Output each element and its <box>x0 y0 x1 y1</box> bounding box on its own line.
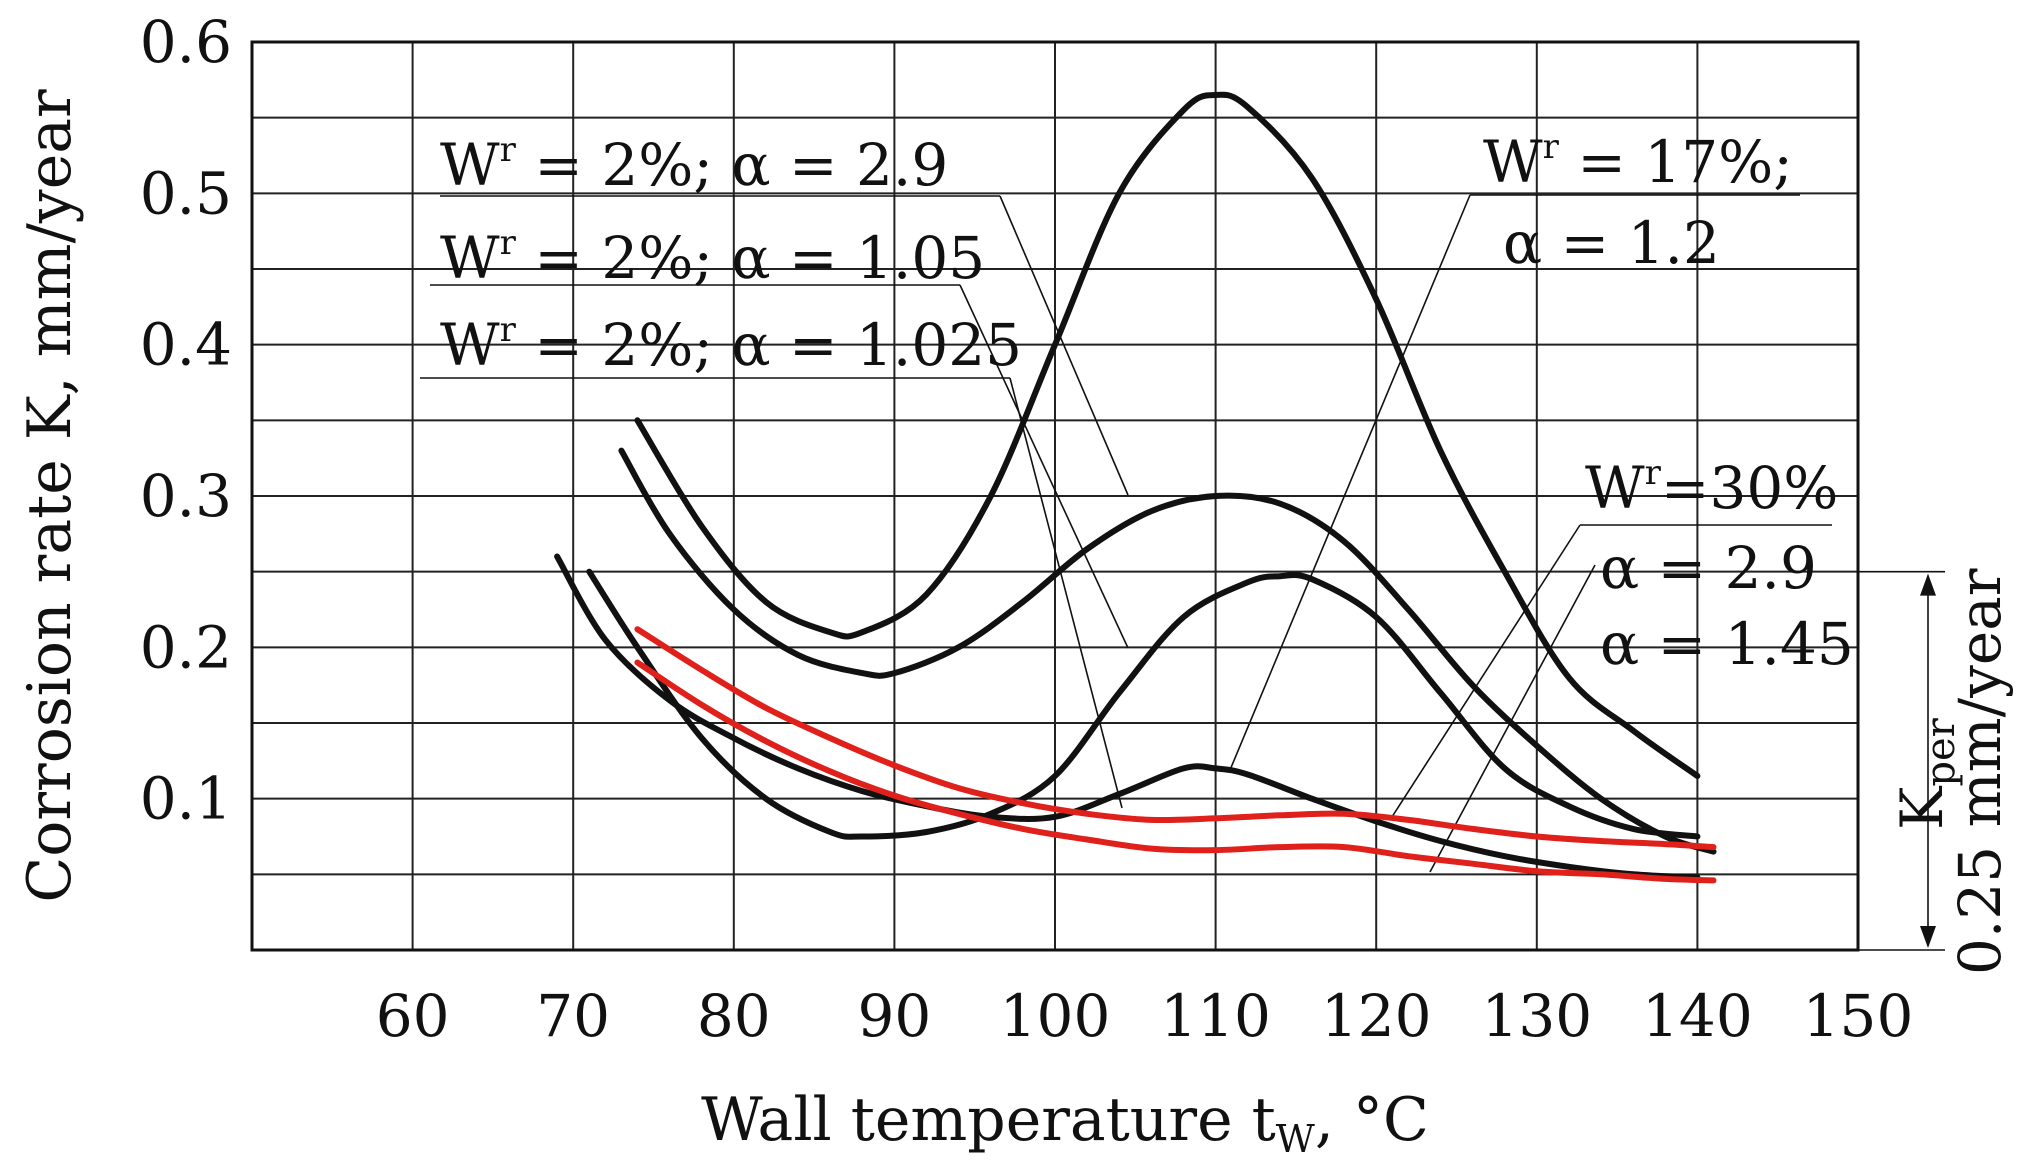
annotation-label: Wr=30% <box>1585 453 1838 522</box>
annotation-symbol: W <box>440 131 500 199</box>
annotation-superscript: r <box>500 310 517 350</box>
annotation-symbol: W <box>1483 128 1543 196</box>
annotation-leader-lines <box>420 194 1832 873</box>
kper-arrow-up <box>1920 573 1936 596</box>
x-tick-label: 100 <box>1000 982 1111 1050</box>
curve-w30-a2-9 <box>634 626 1717 851</box>
annotation-label: Wr = 2%; α = 1.05 <box>440 223 985 292</box>
annotation-leader <box>1429 564 1596 873</box>
annotation-label: α = 1.45 <box>1600 610 1854 678</box>
annotation-leader <box>1009 377 1123 809</box>
x-tick-label: 150 <box>1803 982 1914 1050</box>
annotation-text: =30% <box>1661 454 1839 522</box>
x-axis-title-subscript: W <box>1276 1117 1315 1161</box>
x-tick-label: 120 <box>1321 982 1432 1050</box>
x-tick-label: 70 <box>536 982 610 1050</box>
curve-w2-a1-05 <box>618 447 1717 855</box>
y-tick-label: 0.4 <box>140 311 232 379</box>
annotation-text: = 2%; α = 2.9 <box>516 131 948 199</box>
x-axis-ticks: 60 70 80 90 100 110 120 130 140 150 <box>376 982 1914 1050</box>
annotation-leader <box>1229 194 1471 771</box>
annotation-superscript: r <box>1645 453 1662 493</box>
x-tick-label: 90 <box>857 982 931 1050</box>
annotation-text: = 2%; α = 1.025 <box>516 311 1022 379</box>
curve-w2-a1-025 <box>586 568 1701 840</box>
x-tick-label: 60 <box>376 982 450 1050</box>
annotation-label: Wr = 17%; <box>1483 127 1793 196</box>
curve-w2-a2-9 <box>634 91 1701 779</box>
annotation-label: Wr = 2%; α = 2.9 <box>440 130 948 199</box>
curve-w30-a1-45 <box>634 659 1717 884</box>
y-axis-title: Corrosion rate K, mm/year <box>15 89 85 903</box>
x-axis-title-unit: , °C <box>1315 1085 1429 1155</box>
annotation-label: Wr = 2%; α = 1.025 <box>440 310 1022 379</box>
y-tick-label: 0.6 <box>140 8 232 76</box>
x-tick-label: 80 <box>697 982 771 1050</box>
annotation-symbol: W <box>1585 454 1645 522</box>
annotation-leader <box>1389 524 1581 821</box>
y-tick-label: 0.2 <box>140 613 232 681</box>
x-tick-label: 140 <box>1642 982 1753 1050</box>
annotation-symbol: W <box>440 311 500 379</box>
x-tick-label: 110 <box>1160 982 1271 1050</box>
y-tick-label: 0.3 <box>140 462 232 530</box>
annotation-text: = 2%; α = 1.05 <box>516 224 985 292</box>
plot-frame <box>250 40 1860 952</box>
kper-label: Kper <box>1888 717 1964 830</box>
y-tick-label: 0.1 <box>140 765 232 833</box>
y-axis-ticks: 0.1 0.2 0.3 0.4 0.5 0.6 <box>140 8 232 833</box>
annotation-text: = 17%; <box>1559 128 1793 196</box>
kper-symbol: K <box>1888 785 1956 830</box>
annotation-symbol: W <box>440 224 500 292</box>
annotation-leader <box>999 195 1129 496</box>
x-tick-label: 130 <box>1481 982 1592 1050</box>
annotation-superscript: r <box>500 223 517 263</box>
kper-value: 0.25 mm/year <box>1946 568 2014 975</box>
curve-w17-a1-2 <box>554 553 1701 881</box>
annotation-superscript: r <box>500 130 517 170</box>
annotation-label: α = 2.9 <box>1600 534 1817 602</box>
annotation-leader <box>959 284 1129 649</box>
kper-subscript: per <box>1918 717 1964 786</box>
y-tick-label: 0.5 <box>140 159 232 227</box>
annotation-superscript: r <box>1543 127 1560 167</box>
kper-arrow-down <box>1920 926 1936 948</box>
data-series <box>554 91 1717 884</box>
annotation-label: α = 1.2 <box>1503 209 1720 277</box>
x-axis-title: Wall temperature tW, °C <box>701 1085 1429 1161</box>
x-axis-title-main: Wall temperature t <box>701 1085 1276 1155</box>
